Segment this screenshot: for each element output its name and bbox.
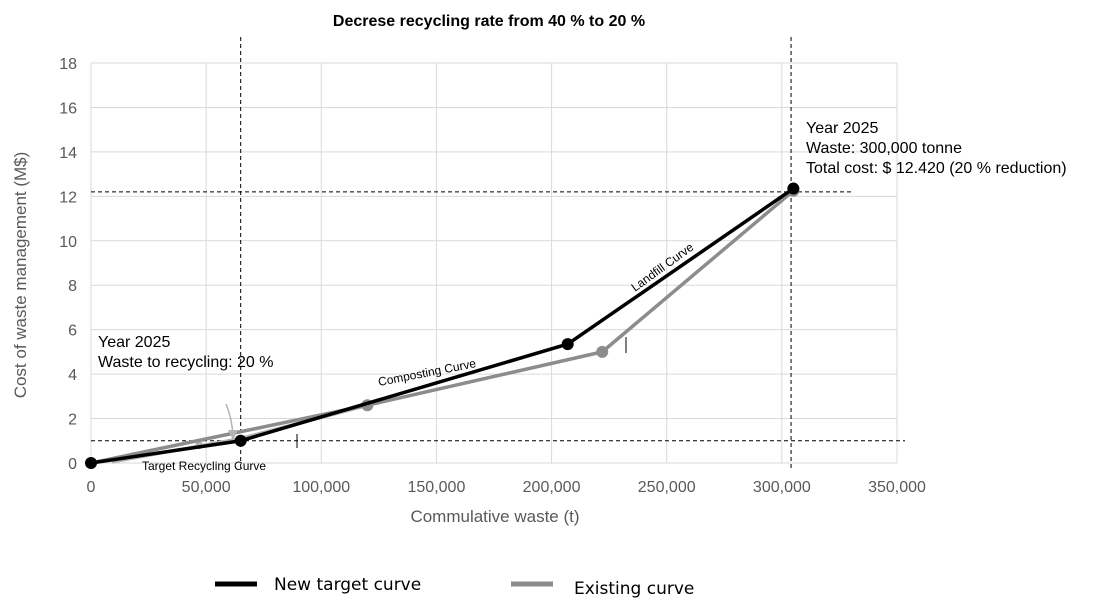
legend-label-new-target: New target curve [274,575,421,595]
series-point-new-target [234,434,247,447]
x-tick-label: 150,000 [408,479,466,496]
x-tick-label: 0 [87,479,96,496]
y-axis-label: Cost of waste management (M$) [11,152,30,399]
annotation-right-line-2: Waste: 300,000 tonne [806,140,962,157]
x-axis-label: Commulative waste (t) [410,507,579,526]
annotation-left-line-1: Year 2025 [98,334,170,351]
series-point-existing [596,345,609,358]
x-tick-label: 350,000 [868,479,926,496]
landfill-curve-label: Landfill Curve [629,240,697,295]
series-point-new-target [85,457,97,469]
target-recycling-curve-label: Target Recycling Curve [142,459,266,473]
tick-labels: 0 50,000 100,000 150,000 200,000 250,000 300,0… [59,56,926,496]
annotation-right-line-3: Total cost: $ 12.420 (20 % reduction) [806,160,1067,177]
y-tick-label: 0 [68,456,77,473]
series-line-new-target [90,187,795,465]
annotation-right-line-1: Year 2025 [806,120,878,137]
y-tick-label: 12 [59,189,77,206]
y-tick-label: 18 [59,56,77,73]
legend-label-existing: Existing curve [574,579,694,599]
series-point-new-target [787,182,800,195]
y-tick-label: 14 [59,145,77,162]
grid [90,62,898,464]
y-tick-label: 16 [59,100,77,117]
y-tick-label: 10 [59,234,77,251]
reference-lines [91,37,905,470]
x-tick-label: 50,000 [182,479,231,496]
series-group [85,182,800,469]
series-point-new-target [561,338,574,351]
y-tick-label: 4 [68,367,77,384]
x-tick-label: 200,000 [523,479,581,496]
series-line-existing [90,189,795,465]
y-tick-label: 8 [68,278,77,295]
x-tick-label: 300,000 [753,479,811,496]
x-tick-label: 250,000 [638,479,696,496]
y-tick-label: 6 [68,323,77,340]
annotation-left-line-2: Waste to recycling: 20 % [98,354,273,371]
annotation-left-arrowhead [228,430,238,440]
y-tick-label: 2 [68,412,77,429]
chart-title: Decrese recycling rate from 40 % to 20 % [333,13,645,30]
x-tick-label: 100,000 [292,479,350,496]
